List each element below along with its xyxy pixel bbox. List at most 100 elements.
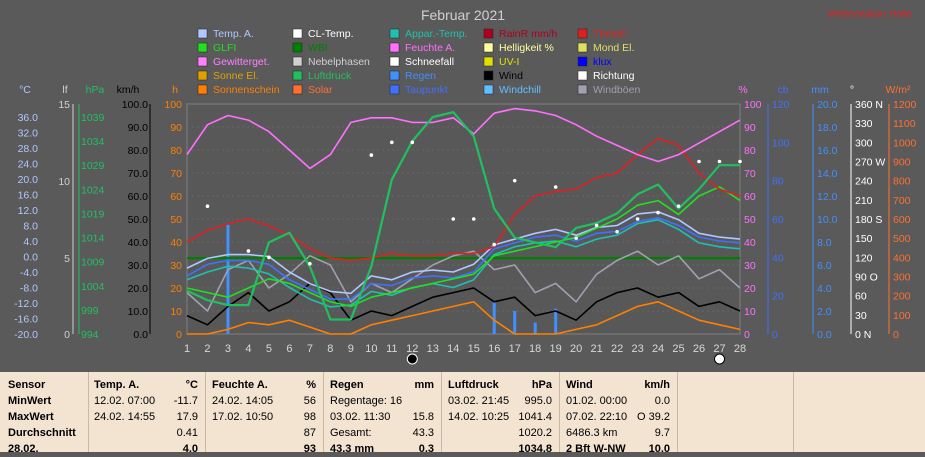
axis-tick-kmh: 90.0 — [128, 122, 149, 134]
panel-divider — [205, 372, 206, 452]
panel-header-sensor: Sensor — [8, 379, 46, 391]
panel-cell-value: 17.9 — [176, 411, 198, 423]
axis-tick-cb: 120 — [772, 99, 790, 111]
rain-bar — [554, 308, 558, 334]
x-tick-label: 21 — [591, 343, 603, 355]
legend-swatch — [483, 56, 494, 67]
axis-tick-deg: 30 — [855, 310, 867, 322]
legend-swatch — [197, 70, 208, 81]
panel-cell-value — [374, 394, 434, 409]
legend-label: Sonne El. — [213, 70, 259, 82]
legend-swatch — [389, 70, 400, 81]
axis-tick-temp: 0.0 — [23, 252, 38, 264]
axis-tick-wm2: 200 — [893, 291, 911, 303]
axis-tick-hpa: 1024 — [81, 184, 105, 196]
panel-cell-label: 03.02. 11:30 — [330, 411, 391, 423]
panel-col-sensor: Sensor MinWert MaxWert Durchschnitt 28.0… — [8, 372, 88, 455]
x-tick-label: 2 — [204, 343, 210, 355]
panel-cell-value: 1041.4 — [518, 411, 552, 423]
axis-tick-deg: 210 — [855, 195, 873, 207]
axis-tick-kmh: 60.0 — [128, 191, 149, 203]
axis-title-temp: °C — [19, 84, 31, 96]
legend-label: Gewitterget. — [213, 56, 270, 68]
legend-label: RainR mm/h — [499, 28, 558, 40]
axis-tick-mm: 0.0 — [817, 329, 832, 341]
axis-tick-h: 70 — [170, 168, 182, 180]
axis-tick-deg: 180 S — [855, 214, 882, 226]
panel-col-header: Regen — [330, 379, 364, 391]
direction-dot — [267, 255, 271, 260]
legend-swatch — [577, 84, 588, 95]
axis-tick-kmh: 70.0 — [128, 168, 149, 180]
panel-cell-label: 03.02. 21:45 — [448, 395, 510, 407]
panel-cell-value: 9.7 — [654, 427, 670, 439]
legend-swatch — [292, 28, 303, 39]
rain-bar — [513, 311, 517, 334]
legend-swatch — [577, 56, 588, 67]
legend-label: Appar.-Temp. — [405, 28, 467, 40]
series-line — [186, 137, 741, 262]
axis-tick-lf: 5 — [64, 253, 70, 265]
panel-col-unit: % — [306, 379, 316, 391]
axis-tick-hpa: 1004 — [81, 281, 105, 293]
axis-tick-pct: 10 — [744, 306, 756, 318]
panel-cell-label: 07.02. 22:10 — [566, 411, 628, 423]
panel-cell-value: 0.3 — [418, 443, 434, 455]
axis-tick-h: 10 — [170, 306, 182, 318]
legend-label: Wind — [499, 70, 523, 82]
series-line — [186, 217, 741, 300]
x-tick-label: 6 — [286, 343, 292, 355]
panel-cell-value: 87 — [303, 427, 316, 439]
panel-divider — [88, 372, 89, 452]
panel-row-label: MaxWert — [8, 411, 54, 423]
series-line — [187, 301, 741, 335]
panel-divider — [677, 372, 678, 452]
axis-tick-cb: 20 — [772, 291, 784, 303]
axis-tick-deg: 360 N — [855, 99, 883, 111]
panel-cell-value: 1020.2 — [518, 427, 552, 439]
x-tick-label: 12 — [406, 343, 418, 355]
x-tick-label: 14 — [447, 343, 459, 355]
axis-tick-h: 20 — [170, 283, 182, 295]
axis-tick-h: 40 — [170, 237, 182, 249]
x-tick-label: 25 — [672, 343, 684, 355]
legend-swatch — [197, 56, 208, 67]
x-tick-label: 26 — [693, 343, 705, 355]
station-note[interactable]: Wetterstation Halle — [828, 9, 913, 20]
legend-label: Richtung — [593, 70, 635, 82]
axis-title-kmh: km/h — [117, 84, 140, 96]
legend-label: ThetaE — [593, 28, 627, 40]
x-tick-label: 24 — [652, 343, 664, 355]
series-line — [186, 111, 740, 321]
panel-cell-value: 56 — [303, 395, 316, 407]
rain-bar — [226, 224, 230, 334]
axis-tick-temp: 4.0 — [23, 236, 38, 248]
axes: °C 36.0 32.0 28.0 24.0 20.0 16.0 12.0 8.0 4.0 0.0 -… — [14, 84, 916, 341]
axis-tick-kmh: 0.0 — [133, 329, 148, 341]
direction-dot — [390, 140, 394, 145]
legend-label: UV-I — [499, 56, 519, 68]
panel-col-unit: mm — [414, 379, 434, 391]
legend-label: Helligkeit % — [499, 42, 554, 54]
axis-tick-wm2: 800 — [893, 176, 911, 188]
legend-label: Windböen — [593, 84, 640, 96]
axis-tick-temp: 28.0 — [18, 143, 39, 155]
axis-tick-h: 80 — [170, 145, 182, 157]
axis-tick-hpa: 1039 — [81, 112, 105, 124]
legend-swatch — [389, 28, 400, 39]
axis-title-pct: % — [738, 84, 747, 96]
axis-title-mm: mm — [811, 84, 829, 96]
direction-dot — [410, 140, 415, 145]
axis-tick-h: 60 — [170, 191, 182, 203]
axis-tick-temp: -8.0 — [20, 283, 38, 295]
axis-tick-deg: 300 — [855, 137, 873, 149]
axis-tick-kmh: 40.0 — [128, 237, 149, 249]
direction-dot — [635, 217, 640, 221]
panel-cell-label: 24.02. 14:05 — [212, 395, 274, 407]
x-axis: 1 2 3 4 5 6 7 8 9 10 11 12 13 14 15 16 17 18 19 20 21 22 23 24 2… — [184, 343, 746, 365]
direction-dot — [594, 223, 599, 228]
axis-tick-cb: 0 — [772, 329, 778, 341]
chart-title: Februar 2021 — [421, 7, 505, 23]
axis-tick-wm2: 700 — [893, 195, 911, 207]
axis-tick-pct: 90 — [744, 122, 756, 134]
